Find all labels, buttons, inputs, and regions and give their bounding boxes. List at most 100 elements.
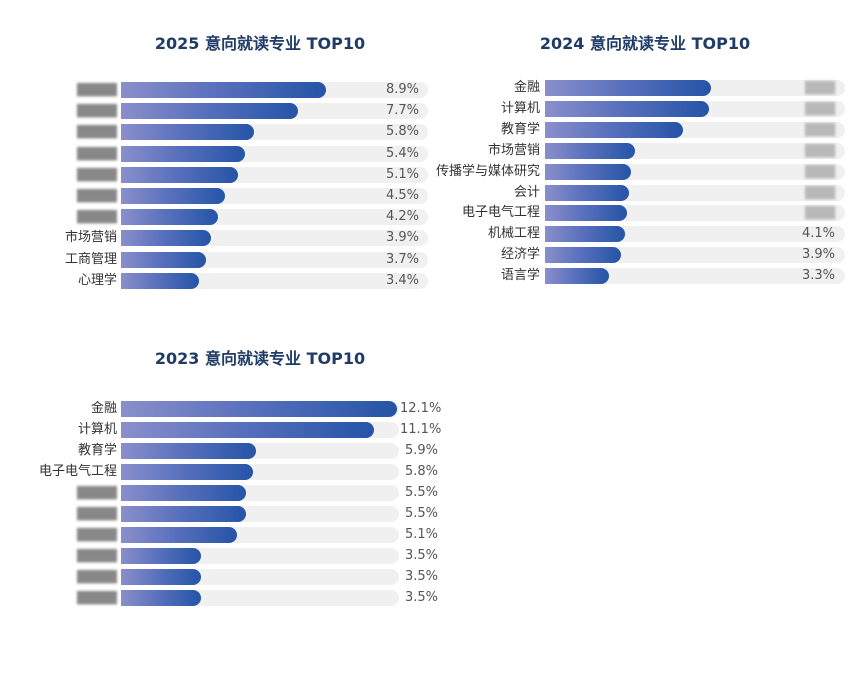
- bar: [121, 166, 238, 183]
- bar-row: ▇▇▇▇ 5.5%: [0, 505, 450, 523]
- value-label: ▇▇▇: [805, 142, 835, 158]
- bar-row: 教育学 ▇▇▇: [430, 121, 862, 139]
- value-label: 5.8%: [386, 124, 420, 140]
- bar: [121, 251, 206, 268]
- chart-title: 2024 意向就读专业 TOP10: [539, 34, 751, 53]
- value-label: 5.9%: [404, 443, 438, 458]
- bar: [121, 124, 254, 141]
- bar-row: ▇▇▇▇ 5.1%: [0, 166, 440, 184]
- bar-row: ▇▇▇▇ 3.5%: [0, 589, 450, 607]
- category-label: 心理学: [77, 272, 117, 288]
- bar: [121, 209, 218, 226]
- value-label: 4.2%: [386, 209, 420, 225]
- value-label: ▇▇▇: [805, 80, 835, 95]
- bar: [121, 82, 326, 98]
- value-label: 12.1%: [400, 401, 442, 416]
- value-label: 11.1%: [400, 422, 442, 437]
- value-label: 3.4%: [386, 272, 420, 288]
- value-label: 5.4%: [386, 145, 420, 161]
- bar-row: 市场营销 3.9%: [0, 229, 440, 247]
- category-label: ▇▇▇▇: [77, 82, 117, 97]
- category-label: ▇▇▇▇: [77, 124, 117, 140]
- value-label: 3.5%: [404, 548, 438, 563]
- category-label: 计算机: [500, 100, 540, 116]
- bar: [121, 485, 246, 501]
- category-label: 教育学: [77, 443, 117, 458]
- value-label: 4.5%: [386, 188, 420, 203]
- category-label: 会计: [513, 184, 540, 200]
- category-label: 教育学: [500, 121, 540, 137]
- category-label: ▇▇▇▇: [77, 166, 117, 182]
- value-label: 5.5%: [404, 485, 438, 500]
- bar-row: ▇▇▇▇ 5.4%: [0, 145, 440, 163]
- value-label: 3.5%: [404, 569, 438, 584]
- category-label: ▇▇▇▇: [77, 569, 117, 584]
- bar: [545, 247, 621, 264]
- bar-row: ▇▇▇▇ 3.5%: [0, 547, 450, 565]
- bar-row: 教育学 5.9%: [0, 442, 450, 460]
- value-label: ▇▇▇: [805, 163, 835, 179]
- bar-row: 会计 ▇▇▇: [430, 184, 862, 202]
- value-label: ▇▇▇: [805, 121, 835, 137]
- bar-row: ▇▇▇▇ 4.5%: [0, 187, 440, 205]
- bar: [121, 569, 201, 585]
- bar-row: 市场营销 ▇▇▇: [430, 142, 862, 160]
- category-label: 市场营销: [487, 142, 540, 158]
- category-label: ▇▇▇▇: [77, 209, 117, 225]
- bar-row: 金融 ▇▇▇: [430, 79, 862, 97]
- bar: [121, 103, 298, 120]
- bar: [545, 121, 683, 138]
- category-label: ▇▇▇▇: [77, 145, 117, 161]
- value-label: ▇▇▇: [805, 205, 835, 221]
- bar: [545, 142, 635, 159]
- bar: [545, 184, 629, 201]
- value-label: 3.3%: [801, 268, 835, 284]
- category-label: 经济学: [500, 247, 540, 263]
- category-label: 市场营销: [64, 230, 117, 246]
- value-label: 4.1%: [801, 226, 835, 242]
- chart-title: 2023 意向就读专业 TOP10: [154, 349, 366, 368]
- bar: [121, 188, 225, 204]
- category-label: 机械工程: [487, 226, 540, 242]
- bar-row: 经济学 3.9%: [430, 246, 862, 264]
- bar: [545, 80, 711, 96]
- bar-row: ▇▇▇▇ 5.1%: [0, 526, 450, 544]
- value-label: ▇▇▇: [805, 184, 835, 200]
- bar-row: 电子电气工程 5.8%: [0, 463, 450, 481]
- category-label: ▇▇▇▇: [77, 590, 117, 605]
- bar: [121, 145, 245, 162]
- bar: [121, 443, 256, 459]
- bar: [545, 163, 631, 180]
- bar: [121, 272, 199, 289]
- value-label: 5.1%: [386, 166, 420, 182]
- chart-panel-2025: 2025 意向就读专业 TOP10 ▇▇▇▇ 8.9% ▇▇▇▇ 7.7% ▇▇▇▇ 5.…: [0, 30, 440, 300]
- category-label: 金融: [90, 401, 117, 416]
- value-label: ▇▇▇: [805, 100, 835, 116]
- chart-panel-2023: 2023 意向就读专业 TOP10 金融 12.1% 计算机 11.1% 教育学 5.9%…: [0, 345, 450, 615]
- chart-panel-2024: 2024 意向就读专业 TOP10 金融 ▇▇▇ 计算机 ▇▇▇ 教育学 ▇▇▇ 市场营销 ▇…: [430, 30, 862, 300]
- bar-row: 心理学 3.4%: [0, 272, 440, 290]
- value-label: 3.5%: [404, 590, 438, 605]
- bar-row: ▇▇▇▇ 5.8%: [0, 123, 440, 141]
- bar: [121, 506, 246, 522]
- category-label: 语言学: [500, 268, 540, 284]
- category-label: ▇▇▇▇: [77, 548, 117, 563]
- bar-row: 传播学与媒体研究 ▇▇▇: [430, 163, 862, 181]
- category-label: ▇▇▇▇: [77, 188, 117, 203]
- bar-row: ▇▇▇▇ 4.2%: [0, 208, 440, 226]
- bar: [121, 401, 397, 417]
- bar: [121, 464, 253, 480]
- category-label: 金融: [513, 80, 540, 95]
- category-label: ▇▇▇▇: [77, 506, 117, 521]
- bar-row: ▇▇▇▇ 5.5%: [0, 484, 450, 502]
- bar-row: 计算机 ▇▇▇: [430, 100, 862, 118]
- category-label: 电子电气工程: [38, 464, 117, 479]
- bar: [121, 422, 374, 438]
- category-label: ▇▇▇▇: [77, 527, 117, 542]
- value-label: 5.5%: [404, 506, 438, 521]
- category-label: ▇▇▇▇: [77, 103, 117, 119]
- bar-row: ▇▇▇▇ 3.5%: [0, 568, 450, 586]
- chart-title: 2025 意向就读专业 TOP10: [154, 34, 366, 53]
- category-label: 计算机: [77, 422, 117, 437]
- value-label: 3.7%: [386, 251, 420, 267]
